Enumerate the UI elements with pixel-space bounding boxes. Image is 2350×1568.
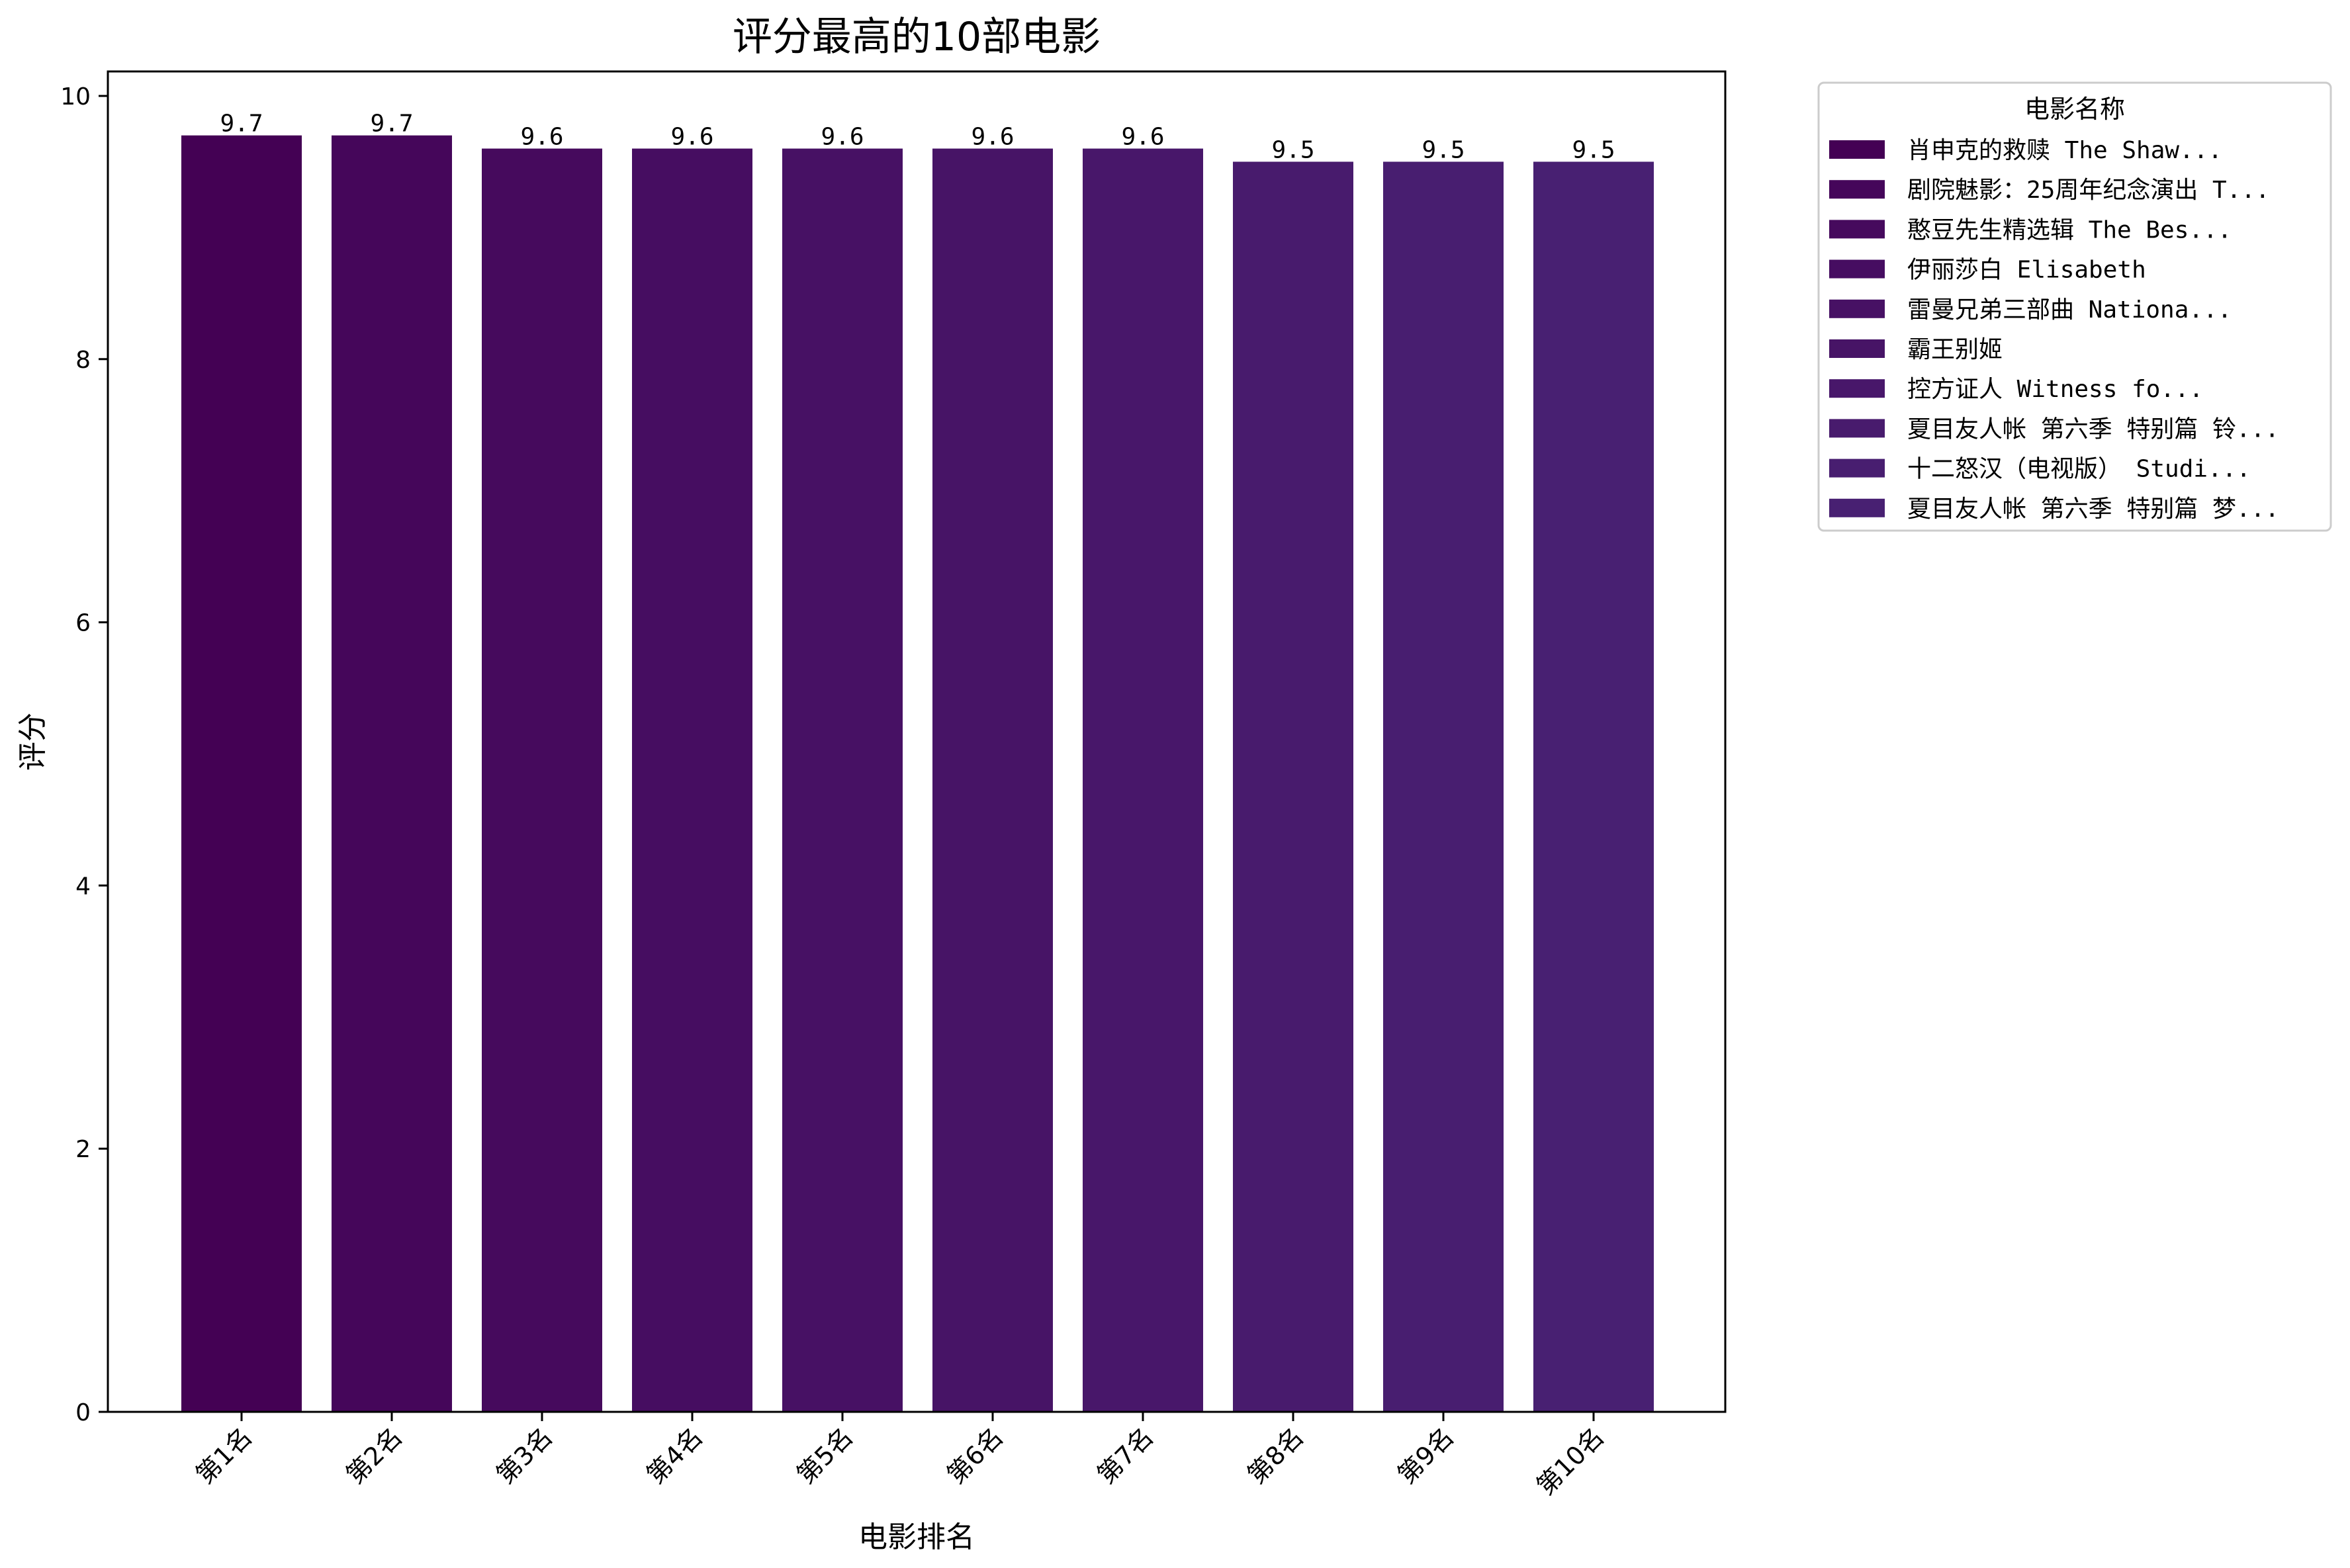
bar-data-label: 9.5 [1422, 136, 1465, 163]
legend-entry-label: 夏目友人帐 第六季 特别篇 梦... [1907, 496, 2279, 523]
legend-swatch [1829, 339, 1885, 358]
legend-entry-label: 夏目友人帐 第六季 特别篇 铃... [1907, 415, 2279, 443]
bar [632, 148, 752, 1412]
legend-box [1817, 81, 2332, 532]
legend-entry-label: 霸王别姬 [1907, 336, 2003, 363]
bar [1383, 161, 1504, 1413]
legend: 电影名称 肖申克的救赎 The Shaw... 剧院魅影：25周年纪念演出 T..… [1817, 81, 2332, 532]
legend-swatch [1829, 498, 1885, 517]
legend-swatch [1829, 180, 1885, 199]
legend-entry-label: 控方证人 Witness fo... [1907, 376, 2203, 403]
legend-swatch [1829, 458, 1885, 478]
legend-entry-label: 十二怒汉（电视版） Studi... [1907, 456, 2251, 483]
bar [932, 148, 1053, 1412]
bar-data-label: 9.6 [1121, 124, 1164, 151]
bar-data-label: 9.6 [520, 124, 563, 151]
legend-items: 肖申克的救赎 The Shaw... 剧院魅影：25周年纪念演出 T... 憨豆先生… [1829, 137, 2279, 523]
bar-data-label: 9.7 [220, 110, 263, 138]
legend-entry-label: 憨豆先生精选辑 The Bes... [1907, 216, 2232, 243]
y-axis: 0 2 4 6 8 10 [60, 83, 108, 1426]
bar-labels-group: 9.7 9.7 9.6 9.6 9.6 9.6 9.6 9.5 9.5 9.5 [220, 110, 1615, 164]
y-axis-label: 评分 [16, 713, 50, 771]
bar-data-label: 9.7 [370, 110, 413, 138]
bars-group [181, 135, 1654, 1413]
plot-frame [107, 70, 1727, 1413]
y-tick-label: 6 [75, 610, 91, 637]
legend-title: 电影名称 [2024, 95, 2125, 124]
bar-data-label: 9.5 [1271, 136, 1314, 163]
bar-data-label: 9.6 [971, 124, 1014, 151]
y-tick-label: 0 [75, 1399, 91, 1426]
legend-swatch [1829, 140, 1885, 159]
legend-entry-label: 雷曼兄弟三部曲 Nationa... [1907, 296, 2232, 324]
y-tick-label: 4 [75, 873, 91, 900]
bar [1533, 161, 1654, 1413]
x-axis-label: 电影排名 [858, 1520, 975, 1554]
legend-entry-label: 剧院魅影：25周年纪念演出 T... [1907, 177, 2270, 204]
legend-swatch [1829, 259, 1885, 279]
legend-swatch [1829, 220, 1885, 239]
bar [782, 148, 903, 1412]
legend-entry-label: 肖申克的救赎 The Shaw... [1907, 137, 2222, 164]
bar [482, 148, 602, 1412]
chart-title: 评分最高的10部电影 [733, 14, 1101, 60]
bar-data-label: 9.6 [821, 124, 864, 151]
bar [332, 135, 452, 1412]
y-tick-label: 10 [60, 83, 91, 110]
y-tick-label: 2 [75, 1136, 91, 1163]
legend-swatch [1829, 299, 1885, 318]
bar [1083, 148, 1203, 1412]
legend-entry-label: 伊丽莎白 Elisabeth [1907, 257, 2146, 284]
y-tick-label: 8 [75, 347, 91, 374]
legend-swatch [1829, 419, 1885, 438]
bar [1233, 161, 1353, 1413]
bar-data-label: 9.5 [1572, 136, 1615, 163]
legend-swatch [1829, 379, 1885, 398]
bar [181, 135, 302, 1412]
bar-data-label: 9.6 [670, 124, 713, 151]
